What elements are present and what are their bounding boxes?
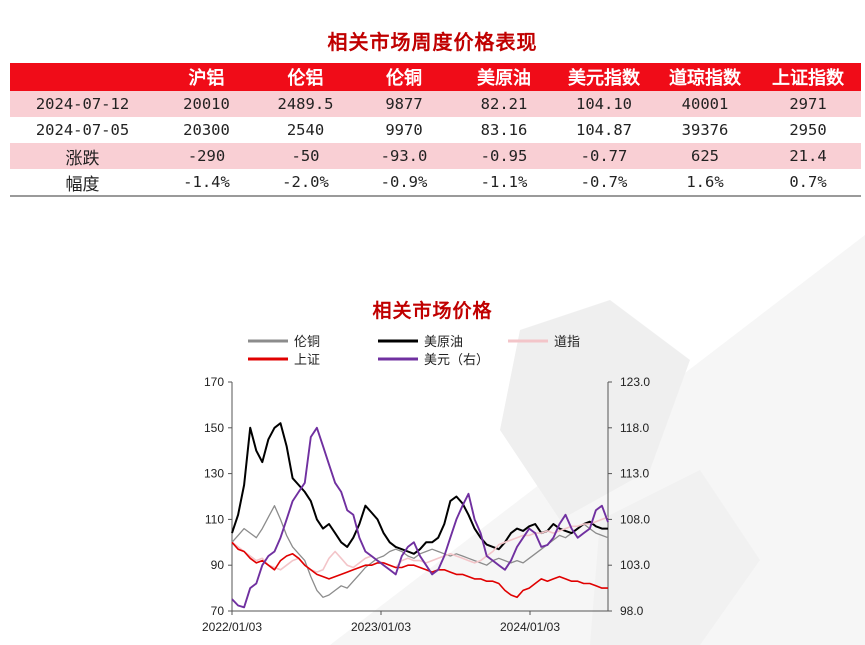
table-cell: -0.77 <box>553 143 655 169</box>
table-cell: 39376 <box>681 121 729 139</box>
table-cell: 0.7% <box>755 169 861 197</box>
y-left-tick-label: 150 <box>204 421 224 435</box>
legend-label: 伦铜 <box>294 335 320 350</box>
table-cell: -2.0% <box>258 169 353 197</box>
table-header-row: 沪铝 伦铝 伦铜 美原油 美元指数 道琼指数 上证指数 <box>10 63 861 91</box>
header-cell: 美原油 <box>455 63 553 91</box>
y-right-tick-label: 103.0 <box>620 558 650 572</box>
table-cell: 625 <box>655 143 755 169</box>
y-left-tick-label: 90 <box>211 558 225 572</box>
table-cell: 21.4 <box>755 143 861 169</box>
y-right-tick-label: 118.0 <box>620 421 649 435</box>
legend-label: 美元（右） <box>424 353 489 368</box>
series-line <box>231 516 609 573</box>
y-left-tick-label: 170 <box>204 375 224 389</box>
table-cell: 83.16 <box>480 121 528 139</box>
table-cell: 104.10 <box>553 91 655 117</box>
table-cell: 2540 <box>286 121 325 139</box>
table-cell: 40001 <box>655 91 755 117</box>
table-cell: -0.9% <box>353 169 455 197</box>
legend-label: 道指 <box>554 335 580 350</box>
table-cell: 1.6% <box>655 169 755 197</box>
table-cell: -50 <box>258 143 353 169</box>
table-cell: 2971 <box>755 91 861 117</box>
header-cell: 沪铝 <box>155 63 258 91</box>
x-tick-label: 2022/01/03 <box>202 620 262 634</box>
series-line <box>231 426 609 609</box>
page-title: 相关市场周度价格表现 <box>327 30 538 54</box>
y-right-tick-label: 108.0 <box>620 512 650 526</box>
legend-label: 美原油 <box>424 335 463 350</box>
table-cell: -0.95 <box>455 143 553 169</box>
header-cell: 道琼指数 <box>655 63 755 91</box>
table-cell: -290 <box>155 143 258 169</box>
y-left-tick-label: 130 <box>204 467 224 481</box>
series-line <box>231 505 609 598</box>
y-left-tick-label: 110 <box>205 512 224 526</box>
series-line <box>231 422 608 555</box>
y-left-tick-label: 70 <box>211 604 225 618</box>
table-cell: -0.7% <box>553 169 655 197</box>
table-cell: 82.21 <box>455 91 553 117</box>
row-label: 涨跌 <box>10 143 155 169</box>
row-label: 幅度 <box>10 169 155 197</box>
y-right-tick-label: 98.0 <box>620 604 644 618</box>
y-right-tick-label: 113.0 <box>620 467 649 481</box>
legend-label: 上证 <box>294 353 320 368</box>
table-cell: -1.1% <box>455 169 553 197</box>
table-row: 幅度 -1.4% -2.0% -0.9% -1.1% -0.7% 1.6% 0.… <box>10 169 861 197</box>
table-cell: 9877 <box>353 91 455 117</box>
header-cell: 美元指数 <box>553 63 655 91</box>
table-cell: 20300 <box>183 121 230 139</box>
header-cell: 伦铝 <box>258 63 353 91</box>
table-cell: 2489.5 <box>258 91 353 117</box>
x-tick-label: 2024/01/03 <box>500 620 560 634</box>
table-row: 涨跌 -290 -50 -93.0 -0.95 -0.77 625 21.4 <box>10 143 861 169</box>
series-line <box>231 541 608 599</box>
header-cell: 上证指数 <box>755 63 861 91</box>
chart-title: 相关市场价格 <box>372 300 493 322</box>
header-cell <box>10 63 155 91</box>
table-row: 2024-07-05 20300 2540 9970 83.16 104.87 … <box>10 117 861 143</box>
x-tick-label: 2023/01/03 <box>351 620 411 634</box>
table-row: 2024-07-12 20010 2489.5 9877 82.21 104.1… <box>10 91 861 117</box>
table-cell: 104.87 <box>576 121 632 139</box>
table-cell: 20010 <box>155 91 258 117</box>
price-table: 沪铝 伦铝 伦铜 美原油 美元指数 道琼指数 上证指数 2024-07-12 2… <box>10 63 861 197</box>
table-cell: 9970 <box>385 121 423 139</box>
table-cell: -93.0 <box>353 143 455 169</box>
table-cell: -1.4% <box>155 169 258 197</box>
row-label: 2024-07-05 <box>35 121 130 139</box>
header-cell: 伦铜 <box>353 63 455 91</box>
y-right-tick-label: 123.0 <box>620 375 650 389</box>
table-cell: 2950 <box>789 121 827 139</box>
row-label: 2024-07-12 <box>10 91 155 117</box>
